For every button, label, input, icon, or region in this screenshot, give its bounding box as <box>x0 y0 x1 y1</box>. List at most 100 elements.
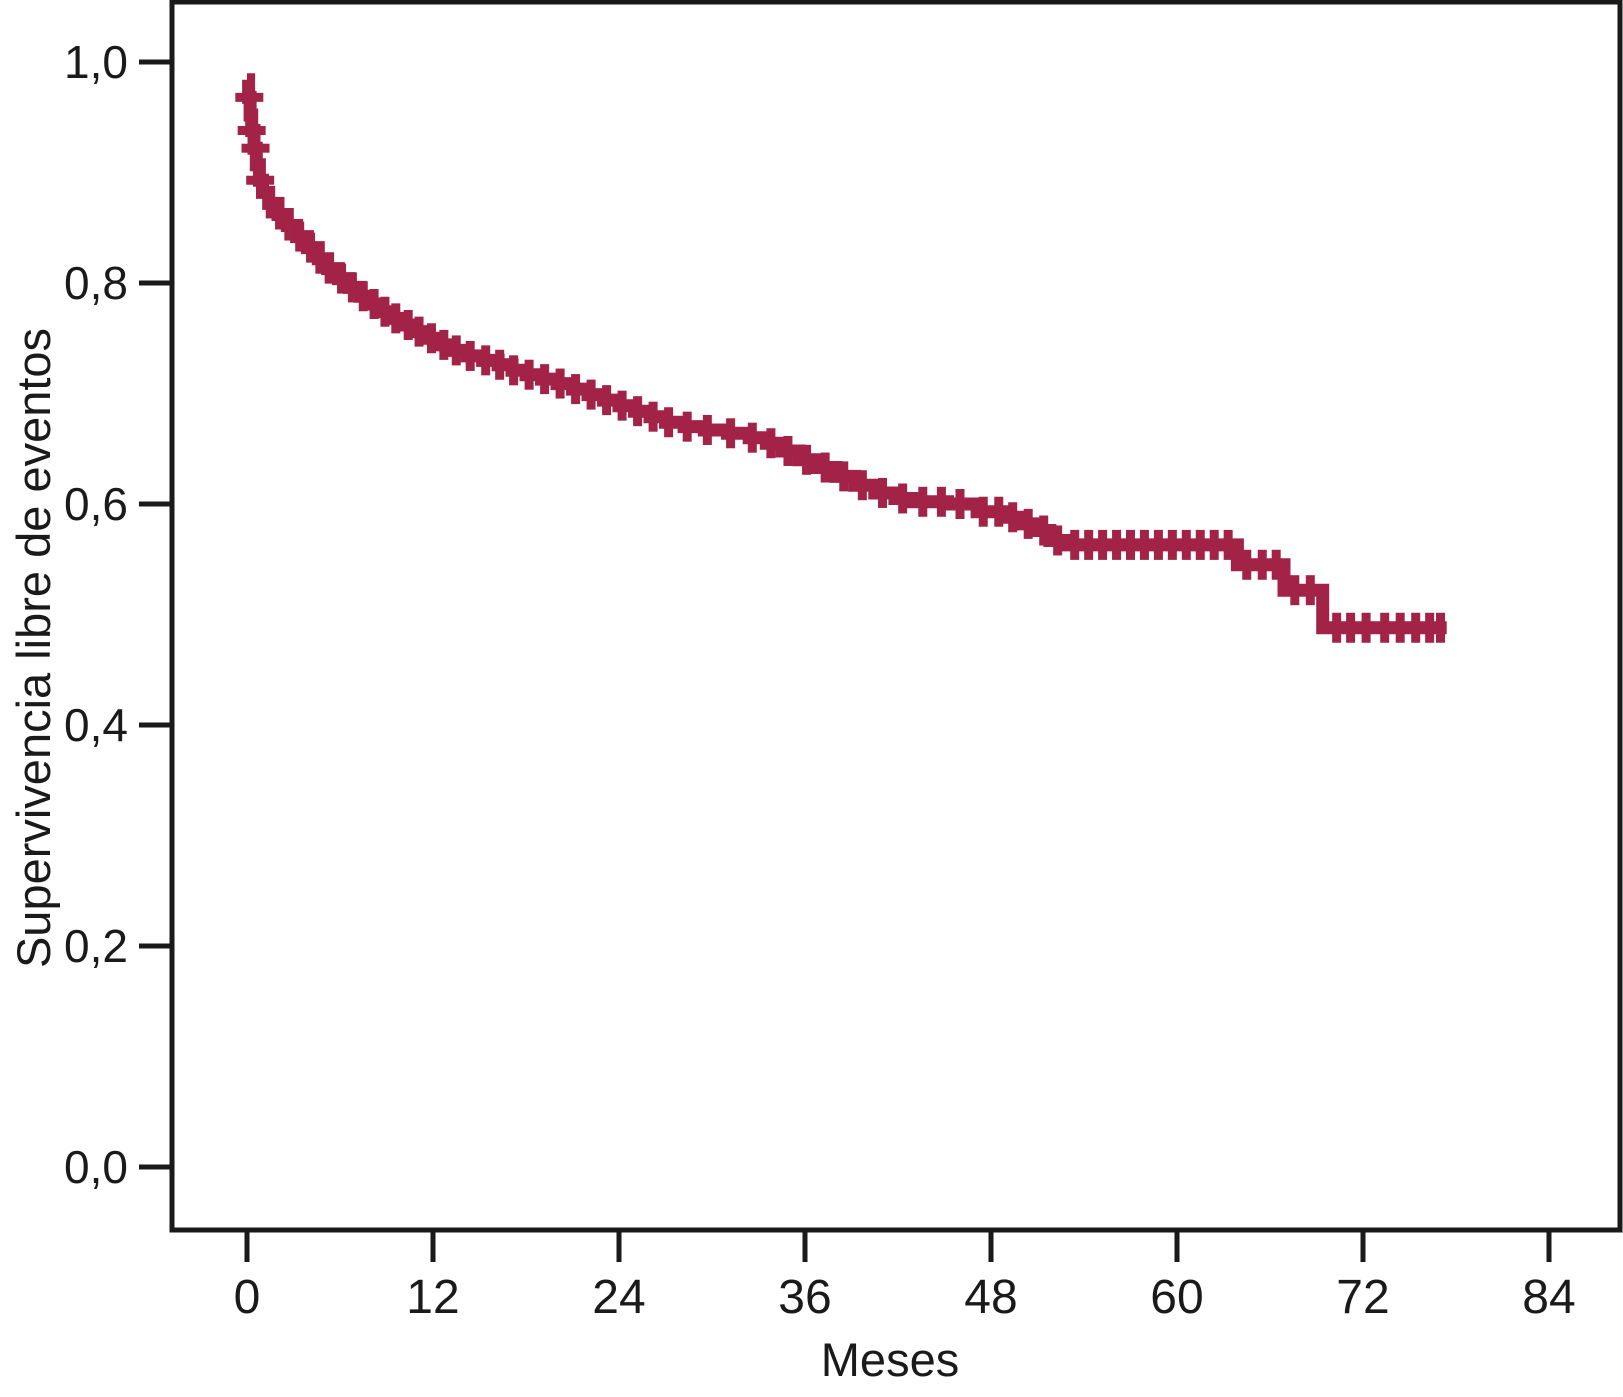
censor-mark <box>481 345 491 376</box>
censor-mark <box>802 444 812 475</box>
censor-mark <box>1195 529 1205 560</box>
censor-mark <box>617 390 627 421</box>
censor-mark <box>1425 612 1435 643</box>
censor-mark <box>783 435 793 466</box>
censor-mark <box>1305 575 1315 606</box>
x-tick-label: 36 <box>778 1271 831 1324</box>
censor-mark <box>1084 529 1094 560</box>
censor-mark <box>1053 525 1063 556</box>
y-tick-label: 0,6 <box>64 478 128 530</box>
censor-mark <box>1271 549 1281 580</box>
censor-mark <box>403 309 413 340</box>
censor-mark <box>1380 612 1390 643</box>
y-tick-label: 0,8 <box>64 257 128 309</box>
censor-mark <box>284 210 294 241</box>
censor-mark <box>347 272 357 303</box>
x-axis-ticks: 0 12 24 36 48 60 72 84 <box>234 1230 1576 1324</box>
censor-mark <box>936 486 946 517</box>
censor-mark <box>1112 529 1122 560</box>
survival-curve-layer <box>235 73 1447 643</box>
y-axis-title: Supervivencia libre de eventos <box>7 328 60 968</box>
censor-mark <box>994 496 1004 527</box>
censor-mark <box>978 496 988 527</box>
censor-mark <box>1126 529 1135 560</box>
plot-frame <box>169 0 1623 1233</box>
censor-mark <box>747 422 757 453</box>
censor-mark <box>555 368 565 399</box>
censor-mark <box>337 263 347 294</box>
x-tick-label: 72 <box>1336 1271 1389 1324</box>
censor-mark <box>648 401 658 432</box>
survival-curve <box>242 73 1447 635</box>
censor-mark <box>602 385 612 416</box>
censor-mark <box>358 281 368 312</box>
censor-mark <box>839 461 849 492</box>
censor-mark <box>295 221 305 252</box>
censor-mark <box>1008 502 1018 533</box>
x-tick-label: 12 <box>406 1271 459 1324</box>
censor-mark <box>265 188 275 219</box>
censor-mark <box>664 407 674 438</box>
censor-mark <box>237 126 266 136</box>
censor-mark <box>246 175 275 185</box>
censor-mark <box>315 243 325 274</box>
censor-mark <box>426 323 436 354</box>
censor-mark <box>1167 529 1177 560</box>
y-tick-label: 0,4 <box>64 699 128 751</box>
censor-mark <box>1411 612 1421 643</box>
y-tick-label: 1,0 <box>64 36 128 88</box>
censor-mark <box>275 199 285 230</box>
x-tick-label: 48 <box>964 1271 1017 1324</box>
y-axis-ticks: 0,0 0,2 0,4 0,6 0,8 1,0 <box>64 36 172 1193</box>
censor-mark <box>918 486 928 517</box>
censor-mark <box>235 92 264 102</box>
censor-mark <box>1139 529 1149 560</box>
censor-mark <box>524 359 534 390</box>
censor-mark <box>1223 529 1233 560</box>
censor-mark <box>1436 612 1445 643</box>
censor-mark <box>439 329 449 360</box>
censor-mark <box>1023 508 1033 539</box>
censor-mark <box>495 349 505 380</box>
censor-mark <box>586 379 596 410</box>
censor-mark <box>380 296 390 327</box>
censor-mark <box>465 340 475 371</box>
censor-mark <box>726 418 736 449</box>
censor-mark <box>878 477 887 508</box>
censor-mark <box>682 411 692 442</box>
censor-mark <box>1181 529 1191 560</box>
censor-mark <box>1153 529 1163 560</box>
x-axis-title: Meses <box>821 1333 959 1386</box>
censor-mark <box>1290 575 1300 606</box>
censor-mark <box>391 303 401 334</box>
censor-mark <box>766 428 776 459</box>
censor-mark <box>857 470 867 501</box>
censor-mark <box>509 355 519 386</box>
censor-mark <box>324 253 334 284</box>
censor-mark <box>1070 529 1080 560</box>
censor-mark <box>820 452 830 483</box>
censor-mark <box>1257 549 1267 580</box>
censor-mark <box>571 374 581 405</box>
x-tick-label: 0 <box>234 1271 261 1324</box>
censor-mark <box>1039 515 1049 546</box>
censor-mark <box>1346 612 1356 643</box>
censor-mark <box>1395 612 1405 643</box>
censor-mark <box>306 232 316 263</box>
censor-mark <box>898 483 908 514</box>
y-tick-label: 0,0 <box>64 1141 128 1193</box>
censor-mark <box>1209 529 1219 560</box>
censor-mark <box>1242 549 1252 580</box>
x-tick-label: 84 <box>1522 1271 1575 1324</box>
censor-mark <box>633 396 643 427</box>
censor-mark <box>1098 529 1108 560</box>
censor-mark <box>369 288 379 319</box>
x-tick-label: 24 <box>592 1271 645 1324</box>
censor-mark <box>702 414 712 445</box>
censor-mark <box>955 489 965 519</box>
censor-mark <box>241 143 270 153</box>
censor-mark <box>451 335 461 366</box>
censor-mark <box>1332 612 1342 643</box>
